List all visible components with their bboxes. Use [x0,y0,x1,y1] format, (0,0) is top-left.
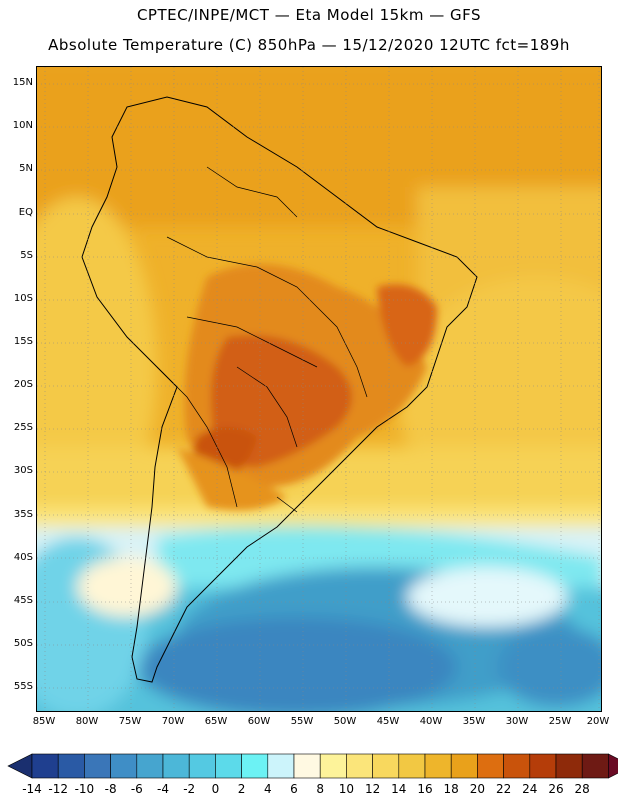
colorbar-swatch [372,753,400,779]
colorbar-tick-label: 24 [522,782,538,796]
lat-label: 15N [12,77,33,88]
colorbar-swatch [57,753,85,779]
colorbar-swatch [162,753,190,779]
colorbar-tick-label: 28 [574,782,590,796]
lon-label: 35W [462,716,486,727]
colorbar-tick-label: -4 [157,782,169,796]
lon-label: 75W [118,716,142,727]
temperature-field [37,67,601,711]
colorbar-swatch [293,753,321,779]
colorbar-swatch [477,753,504,779]
lat-label: 30S [13,465,33,476]
colorbar-tick-label: 18 [443,782,459,796]
temperature-map [36,66,602,712]
colorbar-tick-label: 12 [364,782,381,796]
lon-label: 55W [290,716,314,727]
colorbar-swatch [215,753,242,779]
colorbar-swatch [136,753,164,779]
colorbar-swatch [529,753,557,779]
colorbar-tick-label: 0 [211,782,220,796]
lat-label: 25S [13,422,33,433]
lat-label: 5N [19,163,33,174]
colorbar-tick-label: 26 [548,782,564,796]
colorbar-tick-label: -14 [22,782,42,796]
colorbar-swatch [319,753,347,779]
lon-label: 40W [419,716,443,727]
country-borders [156,166,368,513]
colorbar-tick-label: -6 [130,782,143,796]
colorbar-tick-label: 22 [495,782,512,796]
lat-label: 35S [13,509,33,520]
colorbar-tick-label: 8 [316,782,324,796]
lon-label: 30W [505,716,529,727]
colorbar-swatch [31,753,59,779]
lat-label: 40S [13,552,33,563]
continent-outline [81,96,478,683]
colorbar-swatch [424,753,452,779]
lat-label: 10S [13,293,33,304]
colorbar-tick-label: 6 [290,782,298,796]
lat-label: 50S [13,638,33,649]
colorbar-tick-label: -10 [74,782,95,796]
lon-label: 45W [376,716,400,727]
lon-label: 80W [75,716,99,727]
lon-label: 60W [247,716,271,727]
colorbar-swatch [581,753,609,779]
colorbar-high-arrow [608,753,618,779]
colorbar-low-arrow [7,753,33,779]
lat-label: EQ [18,207,33,218]
colorbar-swatch [450,753,478,779]
colorbar-swatch [503,753,531,779]
lon-label: 70W [161,716,185,727]
lat-label: 45S [13,595,33,606]
colorbar-swatch [84,753,111,779]
colorbar-swatch [267,753,295,779]
colorbar-tick-label: -12 [48,782,68,796]
map-title: CPTEC/INPE/MCT — Eta Model 15km — GFS [136,6,482,24]
colorbar-tick-label: 4 [263,782,272,796]
colorbar-tick-label: 16 [417,782,433,796]
lon-label: 65W [204,716,228,727]
colorbar-tick-label: 20 [469,782,486,796]
lon-label: 50W [333,716,357,727]
lat-label: 10N [12,120,33,131]
lon-label: 25W [548,716,572,727]
lat-label: 15S [13,336,33,347]
map-subtitle: Absolute Temperature (C) 850hPa — 15/12/… [48,36,570,54]
colorbar-tick-label: 14 [391,782,407,796]
colorbar-tick-label: 10 [338,782,355,796]
colorbar-swatch [241,753,269,779]
lat-label: 20S [13,379,33,390]
lon-label: 85W [32,716,56,727]
colorbar-swatch [188,753,216,779]
colorbar-tick-label: -8 [104,782,117,796]
colorbar-tick-label: -2 [183,782,196,796]
colorbar [7,753,618,779]
colorbar-swatch [398,753,426,779]
lon-label: 20W [586,716,610,727]
colorbar-swatch [555,753,583,779]
colorbar-swatch [110,753,138,779]
colorbar-tick-label: 2 [237,782,246,796]
colorbar-swatch [346,753,373,779]
lat-label: 5S [20,250,33,261]
lat-label: 55S [13,681,33,692]
